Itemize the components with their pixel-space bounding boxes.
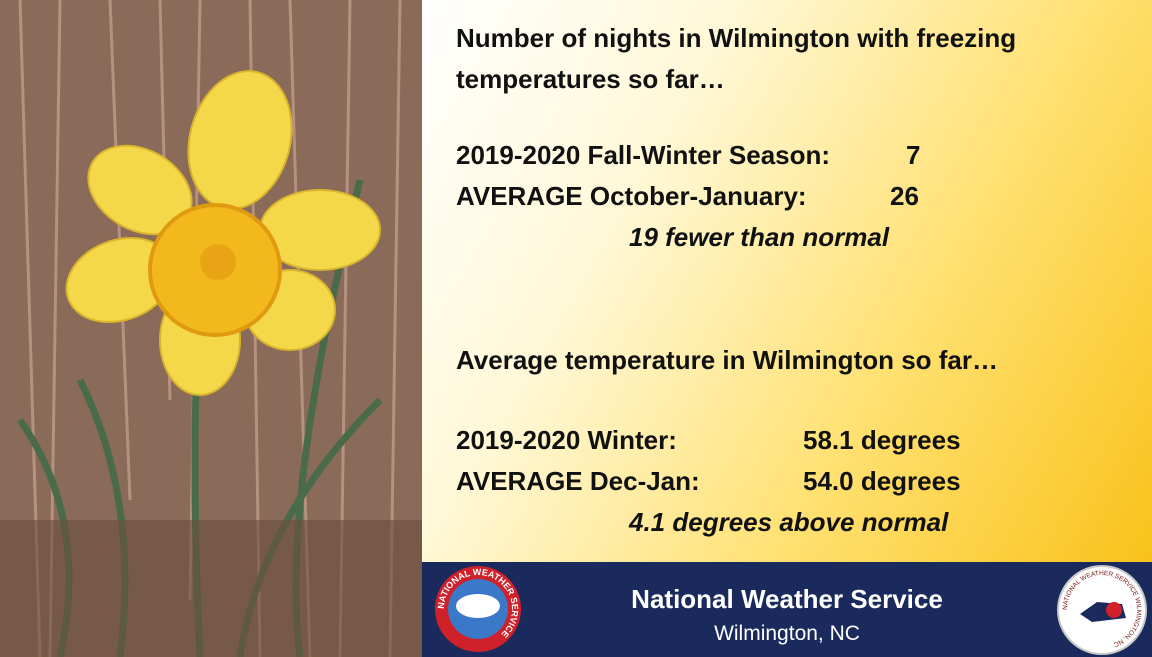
row-label: AVERAGE October-January:: [456, 181, 807, 211]
heading: Number of nights in Wilmington with free…: [456, 23, 1017, 94]
office-logo: NATIONAL WEATHER SERVICE WILMINGTON, NC: [1057, 565, 1147, 655]
row-value: 26: [890, 181, 919, 211]
footer-subtitle: Wilmington, NC: [714, 622, 860, 645]
note: 19 fewer than normal: [629, 222, 890, 252]
row-value: 54.0 degrees: [803, 466, 961, 496]
nws-logo: NATIONAL WEATHER SERVICE: [435, 566, 521, 652]
row-label: AVERAGE Dec-Jan:: [456, 466, 700, 496]
heading: Average temperature in Wilmington so far…: [456, 345, 999, 375]
note: 4.1 degrees above normal: [629, 507, 949, 537]
footer-title: National Weather Service: [631, 584, 943, 614]
text-panel: Number of nights in Wilmington with free…: [422, 0, 1152, 562]
footer: NATIONAL WEATHER SERVICE National Weathe…: [422, 562, 1152, 657]
daffodil-photo: [0, 0, 422, 657]
row-value: 7: [906, 140, 921, 170]
row-value: 58.1 degrees: [803, 425, 961, 455]
row-label: 2019-2020 Winter:: [456, 425, 677, 455]
row-label: 2019-2020 Fall-Winter Season:: [456, 140, 831, 170]
